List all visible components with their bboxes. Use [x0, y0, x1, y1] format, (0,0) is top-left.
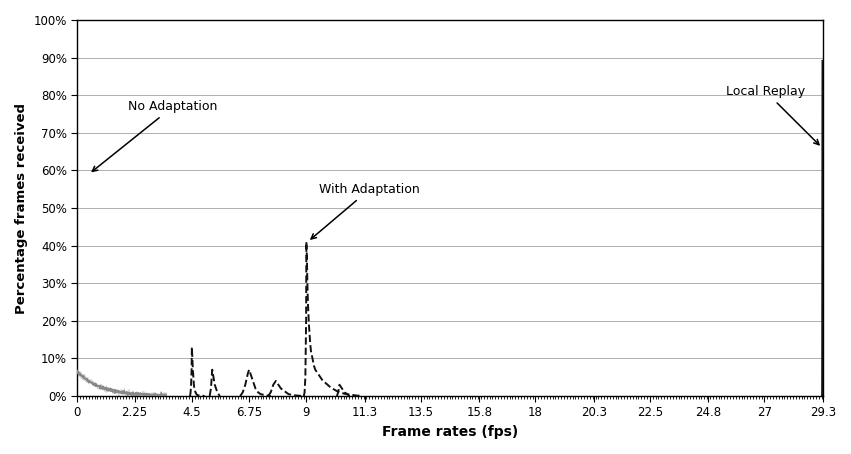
Text: No Adaptation: No Adaptation: [92, 100, 218, 171]
Text: Local Replay: Local Replay: [726, 85, 819, 145]
X-axis label: Frame rates (fps): Frame rates (fps): [382, 425, 518, 439]
Y-axis label: Percentage frames received: Percentage frames received: [15, 103, 28, 314]
Text: With Adaptation: With Adaptation: [311, 183, 420, 239]
